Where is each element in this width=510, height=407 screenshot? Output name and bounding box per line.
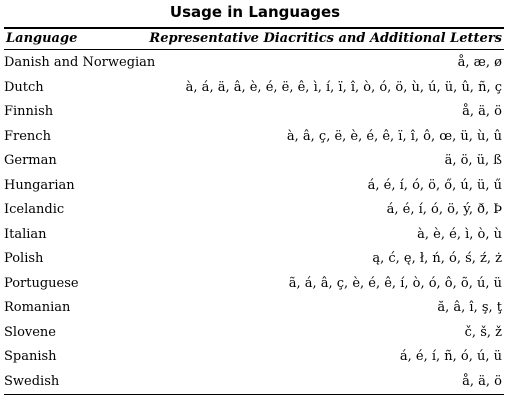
table-row: Italian à, è, é, ì, ò, ù: [4, 223, 502, 248]
language-cell: German: [4, 153, 57, 168]
language-cell: Danish and Norwegian: [4, 55, 156, 70]
table-row: Danish and Norwegian å, æ, ø: [4, 51, 502, 76]
diacritics-cell: č, š, ž: [464, 324, 502, 340]
diacritics-cell: å, ä, ö: [462, 373, 502, 389]
header-diacritics: Representative Diacritics and Additional…: [149, 31, 502, 46]
language-cell: Slovene: [4, 324, 56, 340]
language-cell: Finnish: [4, 104, 54, 119]
table-row: Finnish å, ä, ö: [4, 100, 502, 125]
diacritics-cell: å, æ, ø: [457, 55, 502, 70]
table-row: French à, â, ç, ë, è, é, ê, ï, î, ô, œ, ü…: [4, 125, 502, 150]
diacritics-cell: á, é, í, ñ, ó, ú, ü: [399, 349, 502, 364]
diacritics-cell: ä, ö, ü, ß: [444, 153, 502, 168]
diacritics-cell: ă, â, î, ş, ţ: [437, 300, 502, 315]
table-row: Romanian ă, â, î, ş, ţ: [4, 296, 502, 321]
language-cell: Italian: [4, 226, 47, 242]
diacritics-cell: á, é, í, ó, ö, ý, ð, Þ: [386, 202, 502, 217]
table-row: Slovene č, š, ž: [4, 321, 502, 346]
top-rule: [4, 27, 504, 29]
diacritics-cell: á, é, í, ó, ö, ő, ú, ü, ű: [367, 177, 502, 193]
table-body: Danish and Norwegian å, æ, ø Dutch à, á, ä…: [4, 51, 502, 394]
header-language: Language: [6, 31, 78, 46]
diacritics-cell: à, â, ç, ë, è, é, ê, ï, î, ô, œ, ü, ù, û: [286, 128, 502, 144]
language-cell: French: [4, 128, 51, 144]
table-row: Polish ą, ć, ę, ł, ń, ó, ś, ź, ż: [4, 247, 502, 272]
language-cell: Swedish: [4, 373, 60, 389]
table-row: Swedish å, ä, ö: [4, 370, 502, 395]
language-cell: Dutch: [4, 79, 44, 95]
diacritics-cell: å, ä, ö: [462, 104, 502, 119]
table-title: Usage in Languages: [169, 3, 341, 21]
table-row: Portuguese ã, á, â, ç, è, é, ê, í, ò, ó, …: [4, 272, 502, 297]
diacritics-cell: à, è, é, ì, ò, ù: [417, 226, 502, 242]
header-rule: [4, 49, 504, 50]
table-row: Spanish á, é, í, ñ, ó, ú, ü: [4, 345, 502, 370]
table-row: Icelandic á, é, í, ó, ö, ý, ð, Þ: [4, 198, 502, 223]
table-row: German ä, ö, ü, ß: [4, 149, 502, 174]
table-row: Hungarian á, é, í, ó, ö, ő, ú, ü, ű: [4, 174, 502, 199]
language-cell: Hungarian: [4, 177, 75, 193]
bottom-rule: [4, 394, 504, 395]
diacritics-cell: ã, á, â, ç, è, é, ê, í, ò, ó, ô, õ, ú, ü: [288, 275, 502, 291]
diacritics-cell: à, á, ä, â, è, é, ë, ê, ì, í, ï, î, ò, ó…: [185, 79, 502, 95]
diacritics-cell: ą, ć, ę, ł, ń, ó, ś, ź, ż: [372, 251, 502, 266]
table-row: Dutch à, á, ä, â, è, é, ë, ê, ì, í, ï, î,…: [4, 76, 502, 101]
language-cell: Spanish: [4, 349, 57, 364]
language-cell: Polish: [4, 251, 44, 266]
table-header: Language Representative Diacritics and A…: [4, 30, 502, 48]
language-cell: Romanian: [4, 300, 71, 315]
language-cell: Portuguese: [4, 275, 79, 291]
language-cell: Icelandic: [4, 202, 65, 217]
